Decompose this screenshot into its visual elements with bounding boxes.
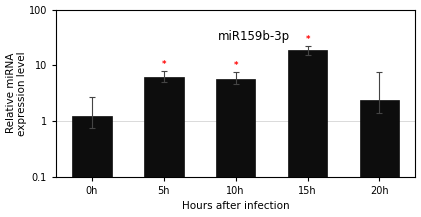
Bar — [360, 100, 399, 217]
X-axis label: Hours after infection: Hours after infection — [182, 201, 290, 211]
Bar — [144, 77, 184, 217]
Text: *: * — [305, 35, 310, 44]
Text: *: * — [234, 61, 238, 70]
Bar — [72, 116, 112, 217]
Bar — [216, 79, 256, 217]
Text: *: * — [162, 60, 166, 69]
Y-axis label: Relative miRNA
expression level: Relative miRNA expression level — [5, 51, 27, 136]
Bar — [288, 50, 328, 217]
Text: miR159b-3p: miR159b-3p — [218, 30, 290, 43]
